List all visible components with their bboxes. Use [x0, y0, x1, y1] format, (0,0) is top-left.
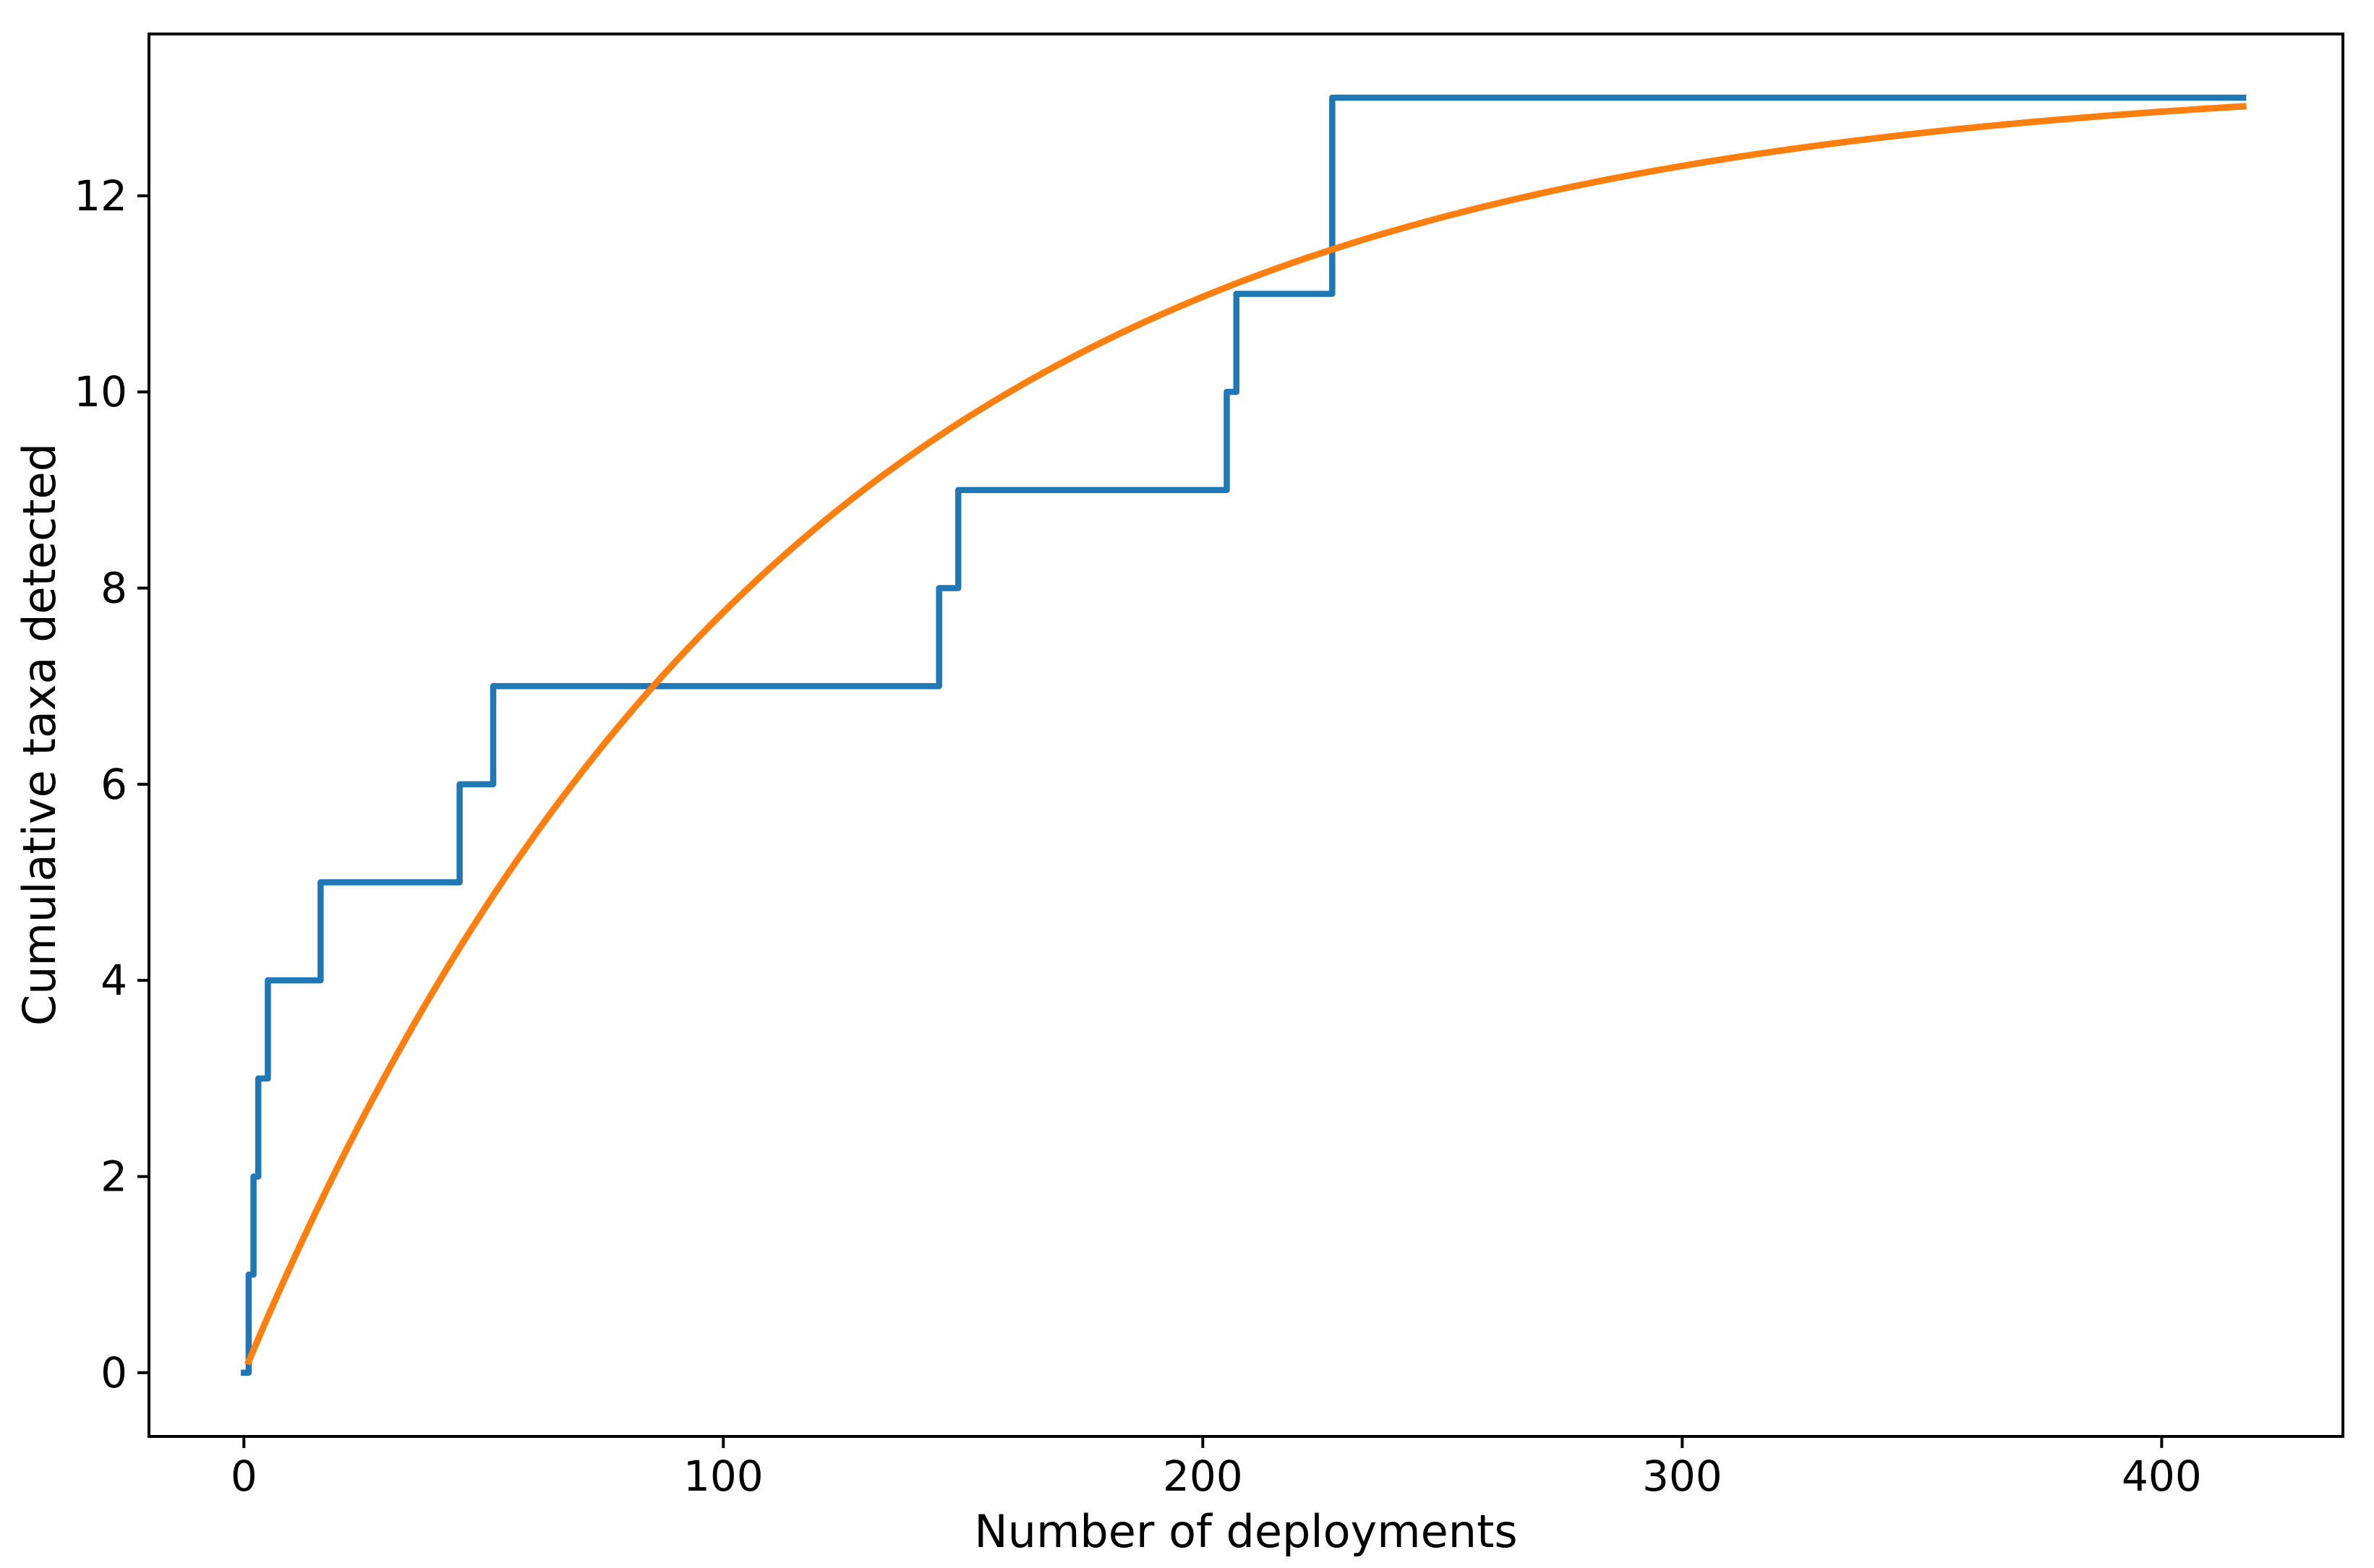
y-tick-label: 8	[101, 564, 127, 613]
x-tick-label: 0	[231, 1452, 257, 1501]
plot-border	[148, 33, 2344, 1438]
ticks-layer	[137, 194, 2164, 1448]
y-tick-label: 2	[101, 1152, 127, 1201]
y-tick-label: 4	[101, 956, 127, 1005]
x-tick-label: 400	[2122, 1452, 2202, 1501]
axes-spines	[148, 33, 2344, 1438]
x-tick-label: 200	[1163, 1452, 1243, 1501]
x-axis-label: Number of deployments	[974, 1505, 1517, 1558]
y-tick-label: 0	[101, 1348, 127, 1397]
x-tick-label: 300	[1642, 1452, 1722, 1501]
fitted-accumulation-curve-line	[244, 103, 2247, 1366]
y-tick-label: 6	[101, 760, 127, 809]
y-tick-label: 10	[74, 367, 127, 416]
tick-labels-layer: 0 100 200 300 400 0 2 4 6 8 10 12	[74, 171, 2202, 1501]
observed-cumulative-taxa-line	[241, 94, 2247, 1376]
y-tick-label: 12	[74, 171, 127, 220]
y-axis-label: Cumulative taxa detected	[13, 443, 66, 1026]
x-tick-label: 100	[683, 1452, 764, 1501]
series-layer	[241, 94, 2247, 1376]
